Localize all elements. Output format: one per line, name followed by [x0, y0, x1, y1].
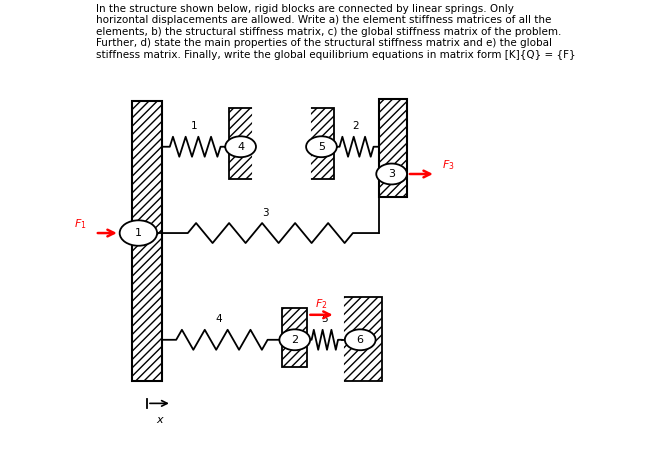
Bar	[342, 297, 382, 381]
Text: x: x	[156, 415, 163, 425]
Circle shape	[376, 164, 407, 185]
Bar	[309, 108, 334, 179]
Text: $F_2$: $F_2$	[315, 298, 327, 311]
Text: 6: 6	[357, 335, 364, 345]
Text: $F_1$: $F_1$	[74, 217, 87, 231]
Circle shape	[345, 329, 376, 350]
Text: In the structure shown below, rigid blocks are connected by linear springs. Only: In the structure shown below, rigid bloc…	[96, 4, 575, 60]
Text: 3: 3	[262, 208, 268, 218]
Text: 2: 2	[291, 335, 299, 345]
Bar	[132, 101, 162, 381]
Text: 3: 3	[388, 169, 395, 179]
Text: 1: 1	[191, 121, 197, 131]
Text: 2: 2	[352, 121, 359, 131]
Text: 4: 4	[215, 314, 222, 324]
Bar	[379, 99, 407, 197]
Bar	[229, 108, 254, 179]
Text: 5: 5	[321, 314, 327, 324]
Circle shape	[119, 220, 157, 246]
Text: 4: 4	[237, 142, 244, 152]
Circle shape	[306, 136, 337, 157]
Circle shape	[225, 136, 256, 157]
Text: 1: 1	[135, 228, 142, 238]
Circle shape	[279, 329, 310, 350]
Text: 5: 5	[318, 142, 325, 152]
Text: $F_3$: $F_3$	[442, 158, 455, 172]
Bar	[282, 308, 307, 367]
